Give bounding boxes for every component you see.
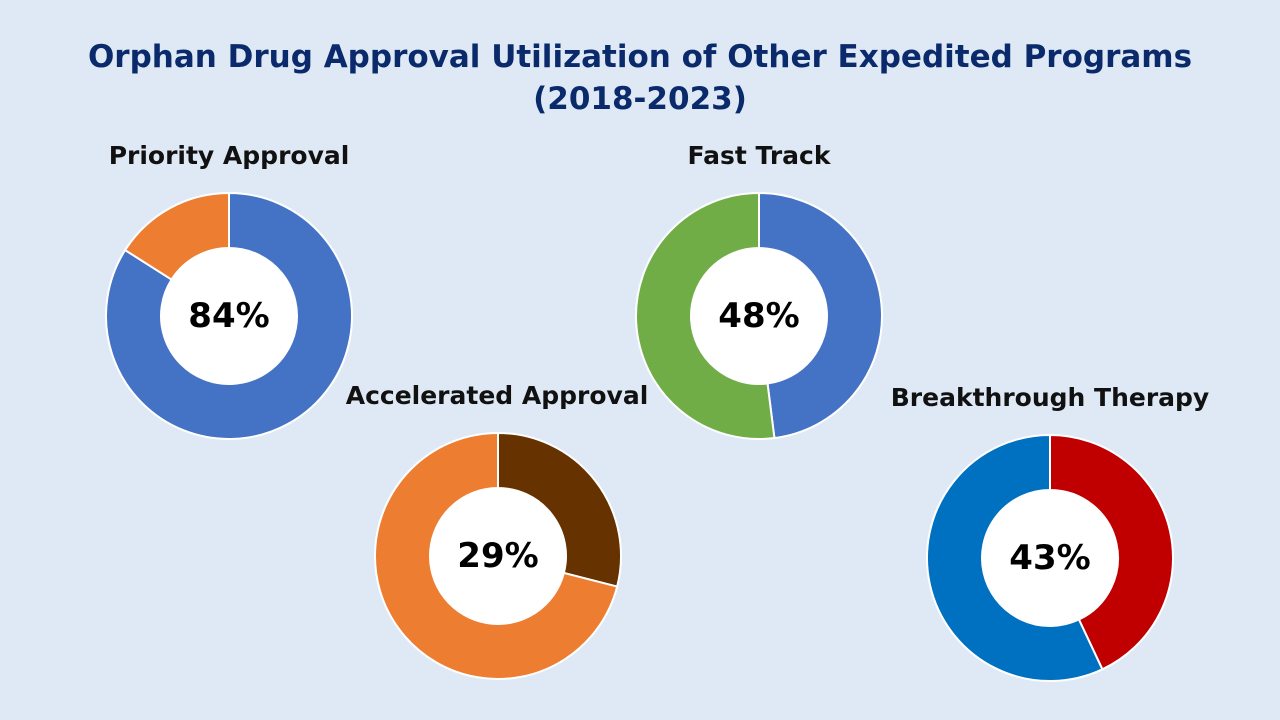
donut-svg-fast-track: 48%: [635, 191, 883, 440]
donut-center-label-breakthrough-therapy: 43%: [1009, 538, 1090, 578]
chart-title-fast-track: Fast Track: [687, 141, 831, 170]
donut-chart-accelerated-approval: 29%: [373, 431, 623, 681]
chart-title-priority-approval: Priority Approval: [108, 141, 350, 170]
chart-title-breakthrough-therapy: Breakthrough Therapy: [890, 383, 1210, 412]
donut-hole-fast-track: [691, 248, 827, 384]
donut-slice-breakthrough-therapy-1: [926, 433, 1104, 682]
slide-title-line2: (2018-2023): [533, 81, 747, 117]
donut-center-label-priority-approval: 84%: [188, 296, 269, 336]
donut-hole-priority-approval: [161, 248, 297, 384]
donut-svg-breakthrough-therapy: 43%: [926, 433, 1174, 682]
donut-center-label-accelerated-approval: 29%: [457, 536, 538, 576]
donut-chart-breakthrough-therapy: 43%: [925, 433, 1175, 683]
donut-hole-accelerated-approval: [430, 488, 566, 624]
donut-chart-priority-approval: 84%: [104, 191, 354, 441]
slide-title-line1: Orphan Drug Approval Utilization of Othe…: [87, 39, 1193, 75]
donut-svg-accelerated-approval: 29%: [374, 431, 622, 680]
donut-svg-priority-approval: 84%: [105, 191, 353, 440]
donut-hole-breakthrough-therapy: [982, 490, 1118, 626]
donut-center-label-fast-track: 48%: [718, 296, 799, 336]
chart-title-accelerated-approval: Accelerated Approval: [345, 381, 649, 410]
donut-chart-fast-track: 48%: [634, 191, 884, 441]
slide-title: Orphan Drug Approval Utilization of Othe…: [0, 36, 1280, 120]
